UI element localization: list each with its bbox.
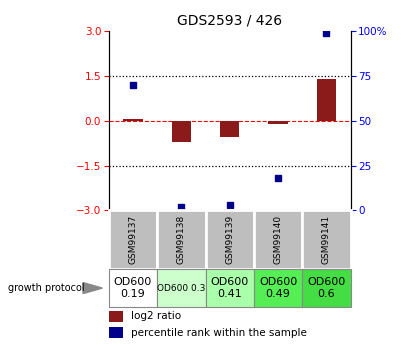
Bar — [109, 269, 157, 307]
Bar — [157, 269, 206, 307]
Bar — [302, 269, 351, 307]
Bar — [157, 210, 206, 269]
Bar — [254, 269, 302, 307]
Text: OD600
0.49: OD600 0.49 — [259, 277, 297, 299]
Bar — [268, 121, 288, 124]
Bar — [123, 119, 143, 121]
Text: OD600
0.41: OD600 0.41 — [211, 277, 249, 299]
Bar — [172, 121, 191, 142]
Text: GSM99140: GSM99140 — [274, 215, 283, 264]
Bar — [109, 327, 123, 338]
Bar — [220, 121, 239, 137]
Text: OD600
0.19: OD600 0.19 — [114, 277, 152, 299]
Title: GDS2593 / 426: GDS2593 / 426 — [177, 13, 282, 27]
Text: percentile rank within the sample: percentile rank within the sample — [131, 328, 307, 337]
Text: OD600
0.6: OD600 0.6 — [307, 277, 345, 299]
Bar — [109, 210, 157, 269]
Text: GSM99138: GSM99138 — [177, 215, 186, 264]
Text: GSM99141: GSM99141 — [322, 215, 331, 264]
Text: GSM99137: GSM99137 — [129, 215, 137, 264]
Polygon shape — [83, 283, 102, 294]
Bar — [206, 269, 254, 307]
Text: log2 ratio: log2 ratio — [131, 311, 181, 321]
Bar — [206, 210, 254, 269]
Text: growth protocol: growth protocol — [8, 283, 85, 293]
Bar — [317, 79, 336, 121]
Text: GSM99139: GSM99139 — [225, 215, 234, 264]
Bar — [109, 310, 123, 322]
Bar — [254, 210, 302, 269]
Text: OD600 0.3: OD600 0.3 — [157, 284, 206, 293]
Bar — [302, 210, 351, 269]
